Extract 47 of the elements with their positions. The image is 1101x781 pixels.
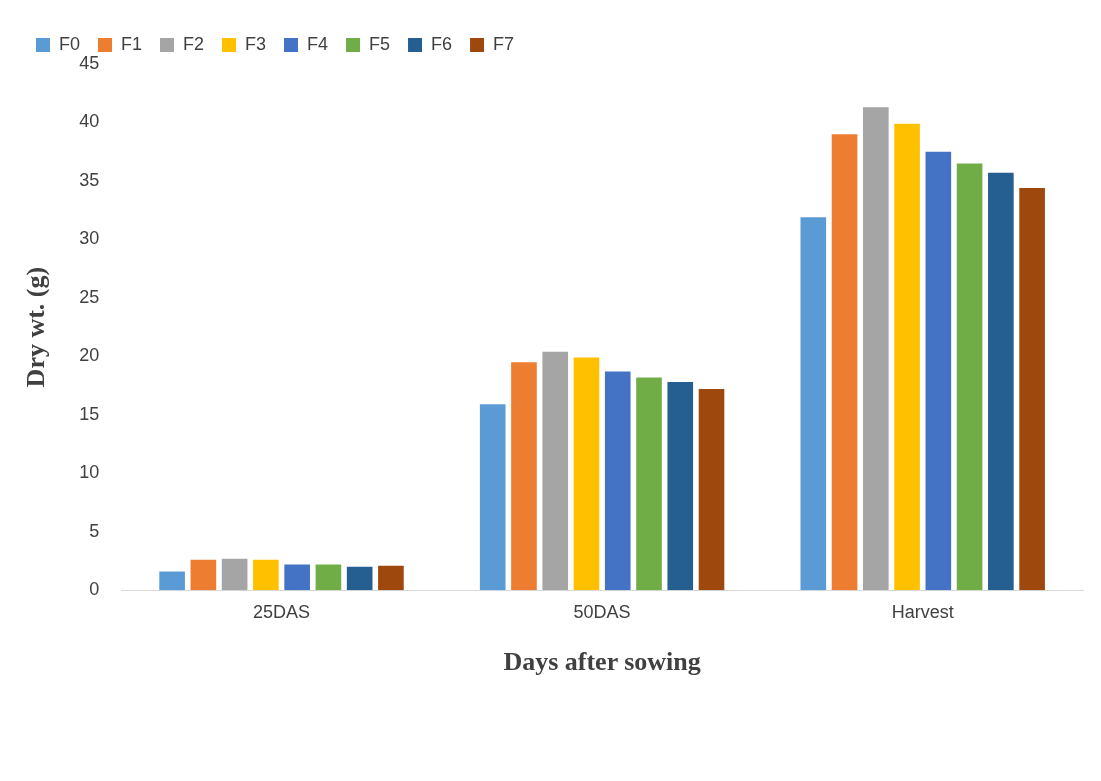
bar [346,566,373,591]
bar [542,351,569,591]
x-tick-label: Harvest [891,601,954,622]
y-tick-label: 0 [89,579,100,600]
legend-label: F6 [431,33,453,54]
bar [315,564,342,591]
legend-label: F1 [121,33,143,54]
bar [956,163,983,591]
x-axis-title: Days after sowing [503,647,701,677]
bar [511,362,537,591]
bar [667,382,694,591]
bar [863,107,889,591]
bar [221,558,248,591]
y-tick-label: 30 [79,228,100,249]
legend-label: F0 [59,33,81,54]
bar [988,172,1014,591]
bar [159,571,185,591]
bar [604,371,631,591]
legend-label: F4 [307,33,329,54]
bar [573,357,600,591]
bar [479,404,506,591]
bar [253,559,279,591]
bar [190,559,217,591]
x-tick-label: 50DAS [573,601,631,622]
bar [378,565,404,591]
bar [925,151,952,591]
y-tick-label: 20 [79,345,100,366]
legend-label: F7 [493,33,515,54]
y-tick-label: 25 [79,286,100,307]
y-axis-title: Dry wt. (g) [21,266,51,388]
bar [284,564,310,591]
bar [800,217,827,591]
legend-label: F2 [183,33,205,54]
x-tick-label: 25DAS [252,601,311,622]
y-tick-label: 40 [79,111,100,132]
bar [1019,187,1045,591]
bar [894,123,920,591]
y-tick-label: 15 [79,403,100,424]
legend-label: F3 [245,33,267,54]
bar [636,377,662,591]
y-tick-label: 5 [89,520,100,541]
legend-label: F5 [369,33,391,54]
y-tick-label: 10 [79,462,100,483]
y-tick-label: 45 [79,52,100,73]
bar [831,134,858,591]
bar [698,389,725,591]
y-tick-label: 35 [79,169,100,190]
